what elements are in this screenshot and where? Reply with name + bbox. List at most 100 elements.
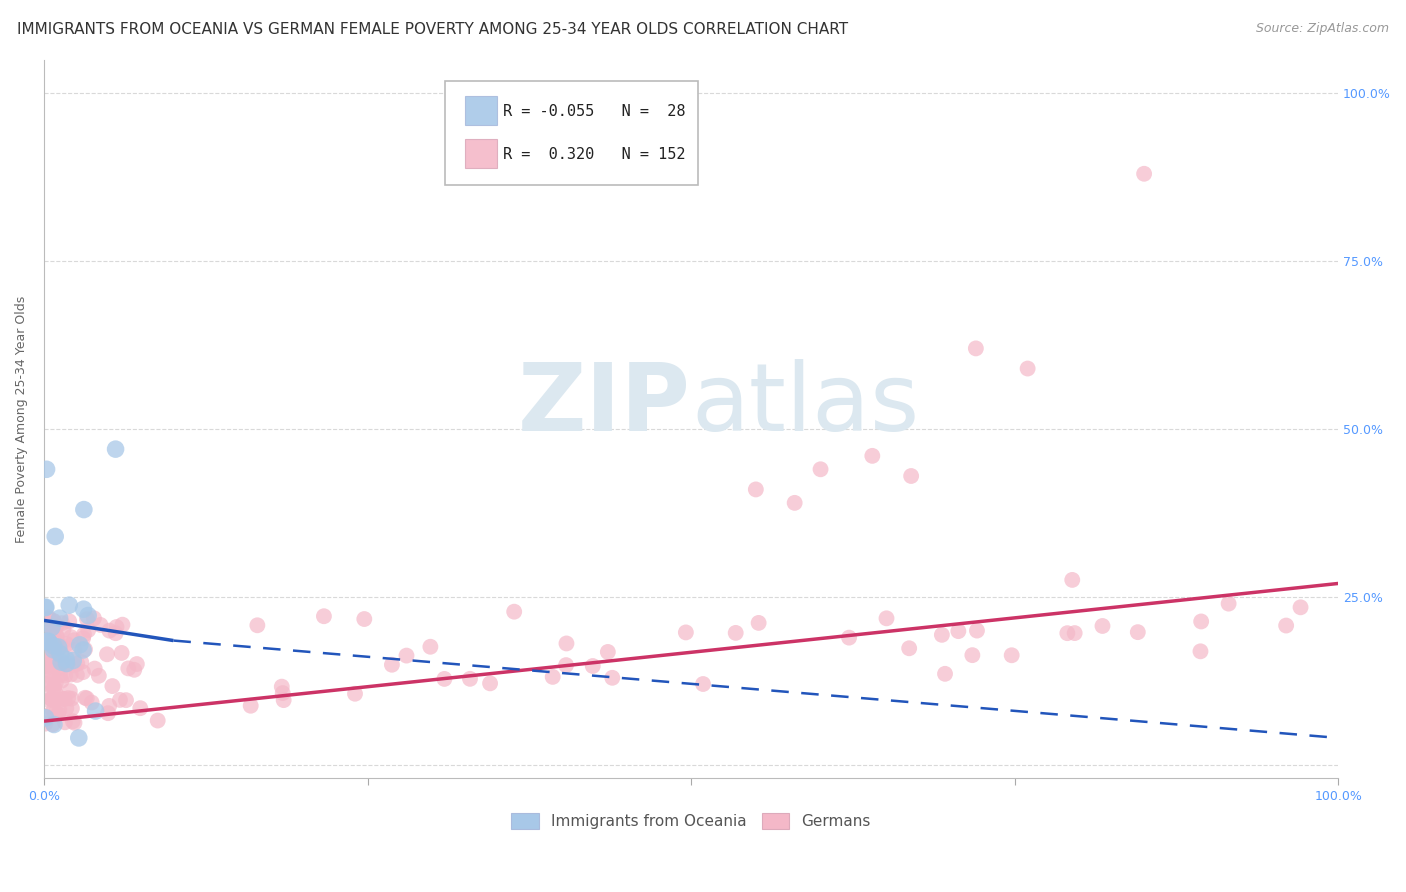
Point <box>80 696 103 710</box>
Point <box>34 629 56 643</box>
Point <box>117 661 139 675</box>
Point <box>45 676 67 690</box>
Point <box>395 648 418 663</box>
Point <box>67 731 90 745</box>
Point <box>602 671 624 685</box>
Point <box>1063 626 1085 640</box>
Point <box>783 496 806 510</box>
Point <box>42 681 65 696</box>
Point <box>35 462 58 476</box>
Point <box>898 641 921 656</box>
Point <box>39 691 62 706</box>
Point <box>1091 619 1114 633</box>
Point <box>63 642 86 657</box>
Point <box>104 442 127 457</box>
Point <box>53 715 76 730</box>
Point <box>45 687 67 701</box>
Point <box>51 648 73 662</box>
Point <box>239 698 262 713</box>
Point <box>53 692 76 706</box>
Point <box>76 612 98 626</box>
Point <box>44 706 66 720</box>
Point <box>931 628 953 642</box>
Point <box>38 693 60 707</box>
Point <box>42 655 65 669</box>
Point <box>541 670 564 684</box>
Point <box>503 605 526 619</box>
Point <box>55 657 77 671</box>
Point <box>48 706 70 721</box>
Point <box>38 660 60 674</box>
Text: R =  0.320   N = 152: R = 0.320 N = 152 <box>503 147 686 162</box>
Point <box>56 691 79 706</box>
Point <box>1189 615 1212 629</box>
Point <box>129 701 152 715</box>
Point <box>49 668 72 682</box>
Point <box>596 645 619 659</box>
Point <box>353 612 375 626</box>
Point <box>34 616 56 631</box>
Point <box>53 668 76 682</box>
Point <box>97 706 120 721</box>
Point <box>479 676 502 690</box>
Point <box>111 617 134 632</box>
Point <box>84 704 107 718</box>
Point <box>44 640 66 655</box>
Point <box>48 640 70 654</box>
Point <box>46 662 69 676</box>
Point <box>273 693 295 707</box>
Point <box>1062 573 1084 587</box>
Point <box>122 663 145 677</box>
Point <box>34 657 56 672</box>
Point <box>37 646 59 660</box>
Point <box>56 637 79 651</box>
Point <box>34 711 56 725</box>
Point <box>44 657 66 672</box>
Text: R = -0.055   N =  28: R = -0.055 N = 28 <box>503 104 686 120</box>
Point <box>38 638 60 652</box>
Point <box>48 703 70 717</box>
Point <box>63 633 86 648</box>
Point <box>59 684 82 698</box>
Point <box>42 717 65 731</box>
Point <box>66 657 89 671</box>
Text: Source: ZipAtlas.com: Source: ZipAtlas.com <box>1256 22 1389 36</box>
Point <box>62 714 84 729</box>
Y-axis label: Female Poverty Among 25-34 Year Olds: Female Poverty Among 25-34 Year Olds <box>15 295 28 542</box>
Point <box>35 600 58 615</box>
Point <box>1017 361 1039 376</box>
Point <box>675 625 697 640</box>
Point <box>419 640 441 654</box>
Point <box>34 600 56 615</box>
Point <box>39 675 62 690</box>
Point <box>38 635 60 649</box>
Point <box>49 655 72 669</box>
Point <box>458 672 481 686</box>
Point <box>72 602 94 616</box>
Point <box>724 626 747 640</box>
Point <box>60 691 83 706</box>
Point <box>1289 600 1312 615</box>
Point <box>83 662 105 676</box>
Point <box>55 701 77 715</box>
Point <box>838 631 860 645</box>
Point <box>555 658 578 673</box>
Text: ZIP: ZIP <box>519 359 692 450</box>
Point <box>42 630 65 644</box>
Point <box>41 665 63 680</box>
Point <box>60 701 83 715</box>
FancyBboxPatch shape <box>464 139 496 168</box>
Point <box>45 628 67 642</box>
Point <box>934 666 956 681</box>
Point <box>83 611 105 625</box>
Point <box>89 618 111 632</box>
Point <box>34 677 56 691</box>
Point <box>965 342 987 356</box>
Point <box>72 631 94 645</box>
Point <box>115 693 138 707</box>
Point <box>66 668 89 682</box>
Point <box>35 634 58 648</box>
Point <box>1189 644 1212 658</box>
Point <box>37 687 59 701</box>
Point <box>1218 597 1240 611</box>
